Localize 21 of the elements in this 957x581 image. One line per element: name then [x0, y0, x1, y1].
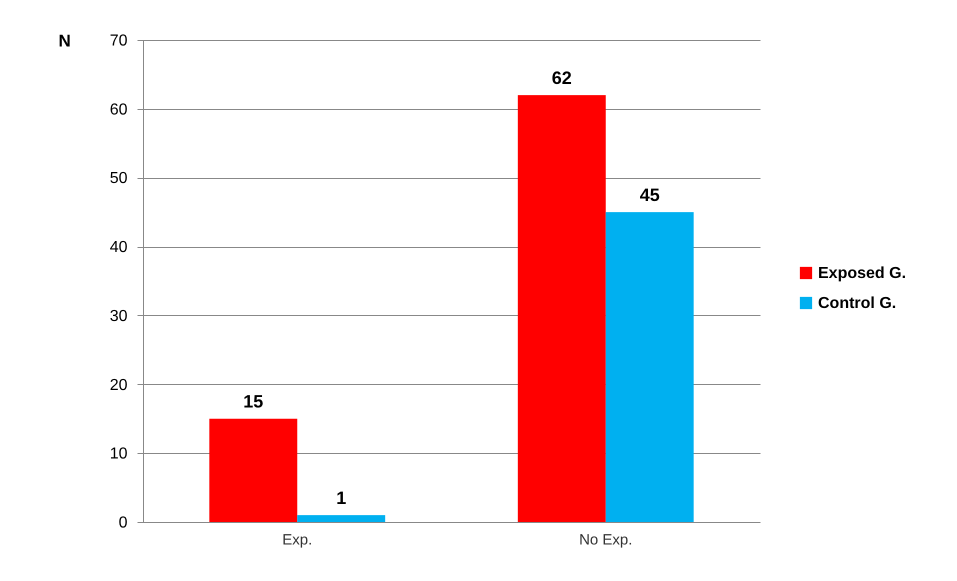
y-tick-label: 40: [110, 239, 128, 256]
y-tick-label: 10: [110, 446, 128, 463]
bar: [606, 212, 694, 522]
bar: [518, 95, 606, 522]
y-tick-label: 60: [110, 101, 128, 118]
y-axis-title: N: [58, 32, 71, 50]
bar: [209, 418, 298, 522]
x-tick-label: No Exp.: [579, 532, 632, 548]
x-tick-label: Exp.: [282, 532, 312, 548]
data-label: 45: [640, 185, 660, 206]
y-tick-label: 50: [110, 170, 128, 188]
y-tick-label: 20: [110, 376, 128, 394]
legend-label: Exposed G.: [818, 265, 906, 282]
data-label: 62: [552, 68, 572, 88]
data-label: 1: [336, 488, 346, 508]
y-tick-label: 70: [110, 32, 128, 50]
bar: [297, 515, 386, 522]
data-label: 15: [243, 392, 264, 412]
y-tick-label: 30: [110, 308, 128, 325]
legend-label: Control G.: [818, 295, 896, 312]
y-tick-label: 0: [118, 514, 128, 532]
